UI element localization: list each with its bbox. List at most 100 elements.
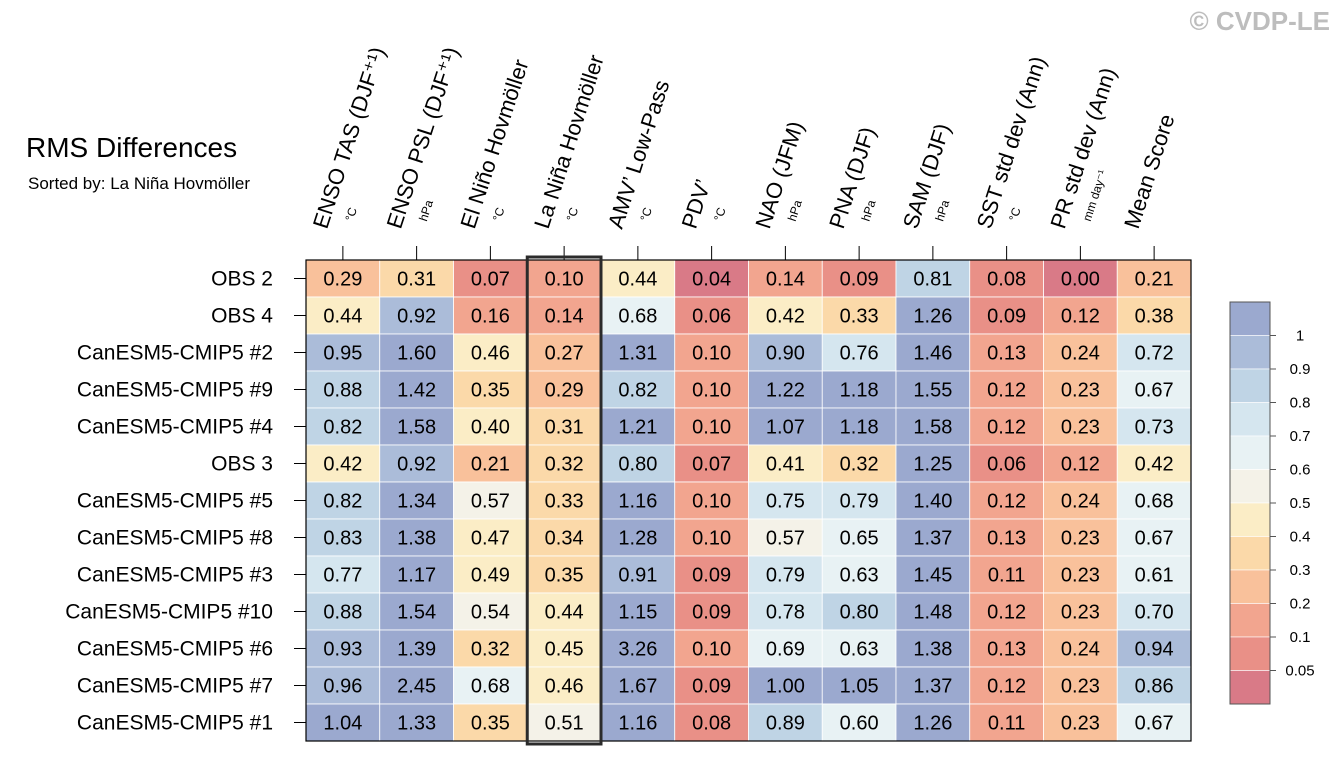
cell-value: 1.58	[397, 417, 436, 439]
heatmap-cell	[969, 481, 1044, 520]
heatmap-cell	[748, 703, 823, 742]
heatmap-cell	[895, 333, 971, 372]
cell-value: 1.67	[618, 676, 657, 698]
cell-value: 0.12	[1061, 454, 1100, 476]
heatmap-cell	[821, 555, 897, 594]
cell-value: 0.72	[1135, 343, 1174, 365]
cell-value: 0.29	[545, 380, 584, 402]
cell-value: 0.45	[545, 639, 584, 661]
heatmap-cell	[1116, 629, 1192, 668]
heatmap-cell	[895, 518, 971, 557]
cell-value: 0.21	[471, 454, 510, 476]
colorbar-label: 0.05	[1285, 663, 1314, 680]
heatmap-cell	[1116, 518, 1192, 557]
colorbar-label: 0.4	[1290, 529, 1311, 546]
cell-value: 1.26	[913, 306, 952, 328]
colorbar-swatch	[1229, 435, 1271, 470]
heatmap-cell	[1043, 666, 1118, 705]
heatmap-cell	[453, 259, 528, 298]
column-headers: ENSO TAS (DJF⁺¹)°C ENSO PSL (DJF⁺¹)hPa El …	[308, 44, 1180, 260]
heatmap-cell	[305, 555, 381, 594]
heatmap-cell	[526, 407, 602, 446]
heatmap-cell	[969, 703, 1044, 742]
heatmap-cell	[1116, 444, 1192, 483]
cell-value: 0.70	[1135, 602, 1174, 624]
heatmap-cell	[453, 629, 528, 668]
cell-value: 0.78	[766, 602, 805, 624]
colorbar-swatch	[1229, 402, 1271, 437]
heatmap-cell	[748, 370, 823, 409]
heatmap-cell	[674, 296, 749, 335]
heatmap-cell	[674, 703, 749, 742]
cell-value: 0.68	[471, 676, 510, 698]
heatmap-cell	[821, 518, 897, 557]
cell-value: 0.13	[987, 639, 1026, 661]
cell-value: 1.37	[913, 676, 952, 698]
cell-value: 0.06	[692, 306, 731, 328]
watermark-text: © CVDP-LE	[1190, 6, 1331, 36]
row-label: CanESM5-CMIP5 #2	[77, 342, 273, 365]
heatmap-cell	[895, 407, 971, 446]
cell-value: 1.33	[397, 713, 436, 735]
colorbar-label: 0.5	[1290, 495, 1311, 512]
cell-value: 0.10	[692, 491, 731, 513]
cell-value: 1.17	[397, 565, 436, 587]
cell-value: 1.21	[618, 417, 657, 439]
cell-value: 0.54	[471, 602, 510, 624]
row-label: OBS 4	[211, 305, 273, 328]
column-header: PDV’	[677, 176, 716, 231]
heatmap-cell	[526, 703, 602, 742]
heatmap-cell	[895, 703, 971, 742]
heatmap-cell	[969, 333, 1044, 372]
heatmap-cell	[379, 666, 454, 705]
cell-value: 0.09	[987, 306, 1026, 328]
cell-value: 1.39	[397, 639, 436, 661]
heatmap-cell	[526, 592, 602, 631]
cell-value: 0.80	[618, 454, 657, 476]
cell-value: 0.68	[1135, 491, 1174, 513]
cell-value: 1.38	[397, 528, 436, 550]
heatmap-cell	[674, 259, 749, 298]
colorbar-swatch	[1229, 569, 1271, 604]
heatmap-cell	[526, 296, 602, 335]
heatmap-cell	[895, 629, 971, 668]
cell-value: 1.31	[618, 343, 657, 365]
heatmap-cell	[453, 407, 528, 446]
cell-value: 1.38	[913, 639, 952, 661]
heatmap-cell	[526, 333, 602, 372]
cell-value: 0.07	[471, 269, 510, 291]
cell-value: 0.95	[323, 343, 362, 365]
sort-column-highlight	[525, 255, 603, 746]
heatmap-cell	[453, 666, 528, 705]
heatmap-cell	[379, 370, 454, 409]
heatmap-cell	[1043, 296, 1118, 335]
cell-value: 0.83	[323, 528, 362, 550]
cell-value: 0.31	[545, 417, 584, 439]
heatmap-cell	[748, 333, 823, 372]
cell-value: 0.93	[323, 639, 362, 661]
cell-value: 0.86	[1135, 676, 1174, 698]
cell-value: 0.46	[471, 343, 510, 365]
cell-value: 0.31	[397, 269, 436, 291]
cell-value: 1.28	[618, 528, 657, 550]
cell-value: 0.82	[618, 380, 657, 402]
heatmap-cell	[1043, 407, 1118, 446]
heatmap-cell	[821, 703, 897, 742]
heatmap-cell	[895, 592, 971, 631]
heatmap-cell	[895, 444, 971, 483]
cell-value: 0.27	[545, 343, 584, 365]
heatmap-cell	[1043, 555, 1118, 594]
row-label: CanESM5-CMIP5 #10	[65, 601, 273, 624]
heatmap-cell	[674, 444, 749, 483]
cell-value: 0.32	[840, 454, 879, 476]
cell-value: 0.46	[545, 676, 584, 698]
colorbar-swatch	[1229, 603, 1271, 638]
cell-value: 0.12	[987, 417, 1026, 439]
heatmap-cell	[379, 555, 454, 594]
row-label: OBS 3	[211, 453, 273, 476]
heatmap-cell	[748, 666, 823, 705]
heatmap-cell	[895, 370, 971, 409]
heatmap-cell	[969, 629, 1044, 668]
cell-value: 0.67	[1135, 528, 1174, 550]
row-label: CanESM5-CMIP5 #4	[77, 416, 273, 439]
